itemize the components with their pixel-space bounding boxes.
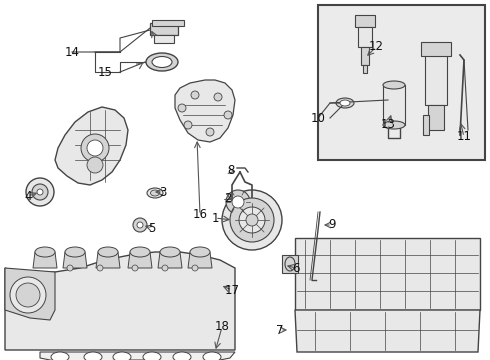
Polygon shape — [295, 238, 480, 310]
Circle shape — [232, 196, 244, 208]
Polygon shape — [188, 252, 212, 268]
Text: 3: 3 — [159, 185, 167, 198]
Bar — [361, 47, 369, 65]
Ellipse shape — [51, 352, 69, 360]
Text: 11: 11 — [457, 130, 471, 144]
Ellipse shape — [65, 247, 85, 257]
Bar — [318, 5, 485, 160]
Text: 10: 10 — [311, 112, 325, 125]
Ellipse shape — [383, 121, 405, 129]
Text: 16: 16 — [193, 208, 207, 221]
Polygon shape — [5, 268, 55, 320]
Ellipse shape — [143, 352, 161, 360]
Text: 5: 5 — [148, 221, 156, 234]
Ellipse shape — [130, 247, 150, 257]
Text: 6: 6 — [292, 261, 300, 274]
Ellipse shape — [147, 188, 163, 198]
Circle shape — [87, 157, 103, 173]
Bar — [152, 20, 184, 26]
Polygon shape — [5, 252, 235, 350]
Circle shape — [246, 214, 258, 226]
Text: 9: 9 — [328, 219, 336, 231]
Ellipse shape — [150, 190, 160, 196]
Circle shape — [206, 128, 214, 136]
Ellipse shape — [190, 247, 210, 257]
Bar — [383, 85, 405, 125]
Circle shape — [230, 198, 274, 242]
Ellipse shape — [203, 352, 221, 360]
Text: 1: 1 — [211, 211, 219, 225]
Circle shape — [224, 111, 232, 119]
Text: 15: 15 — [98, 66, 112, 78]
Circle shape — [132, 265, 138, 271]
Ellipse shape — [113, 352, 131, 360]
Circle shape — [16, 283, 40, 307]
Ellipse shape — [35, 247, 55, 257]
Polygon shape — [40, 352, 235, 360]
Bar — [423, 115, 429, 135]
Circle shape — [162, 265, 168, 271]
Polygon shape — [295, 310, 480, 352]
Circle shape — [192, 265, 198, 271]
Bar — [282, 255, 298, 273]
Bar — [154, 35, 174, 43]
Polygon shape — [96, 252, 120, 268]
Circle shape — [37, 189, 43, 195]
Circle shape — [10, 277, 46, 313]
Polygon shape — [128, 252, 152, 268]
Text: 18: 18 — [215, 320, 229, 333]
Ellipse shape — [336, 98, 354, 108]
Text: 8: 8 — [227, 165, 235, 177]
Ellipse shape — [383, 81, 405, 89]
Circle shape — [26, 178, 54, 206]
Ellipse shape — [160, 247, 180, 257]
Polygon shape — [175, 80, 235, 142]
Ellipse shape — [285, 257, 295, 271]
Polygon shape — [55, 107, 128, 185]
Text: 4: 4 — [24, 189, 32, 202]
Bar — [355, 15, 375, 27]
Bar — [358, 27, 372, 47]
Circle shape — [87, 140, 103, 156]
Circle shape — [97, 265, 103, 271]
Circle shape — [226, 190, 250, 214]
Bar — [428, 105, 444, 130]
Ellipse shape — [84, 352, 102, 360]
Circle shape — [239, 207, 265, 233]
Polygon shape — [63, 252, 87, 268]
Ellipse shape — [173, 352, 191, 360]
Circle shape — [222, 190, 282, 250]
Circle shape — [32, 184, 48, 200]
Text: 7: 7 — [276, 324, 284, 337]
Ellipse shape — [340, 100, 350, 106]
Circle shape — [81, 134, 109, 162]
Circle shape — [137, 222, 143, 228]
Text: 13: 13 — [381, 118, 395, 131]
Ellipse shape — [152, 57, 172, 68]
Text: 12: 12 — [368, 40, 384, 54]
Ellipse shape — [98, 247, 118, 257]
Circle shape — [178, 104, 186, 112]
Circle shape — [214, 93, 222, 101]
Ellipse shape — [146, 53, 178, 71]
Circle shape — [191, 91, 199, 99]
Circle shape — [67, 265, 73, 271]
Bar — [150, 23, 178, 35]
Text: 17: 17 — [224, 284, 240, 297]
Bar — [421, 42, 451, 56]
Text: 14: 14 — [65, 45, 79, 58]
Bar — [363, 65, 367, 73]
Bar — [425, 50, 447, 105]
Circle shape — [133, 218, 147, 232]
Circle shape — [184, 121, 192, 129]
Polygon shape — [33, 252, 57, 268]
Text: 2: 2 — [224, 192, 232, 204]
Polygon shape — [158, 252, 182, 268]
